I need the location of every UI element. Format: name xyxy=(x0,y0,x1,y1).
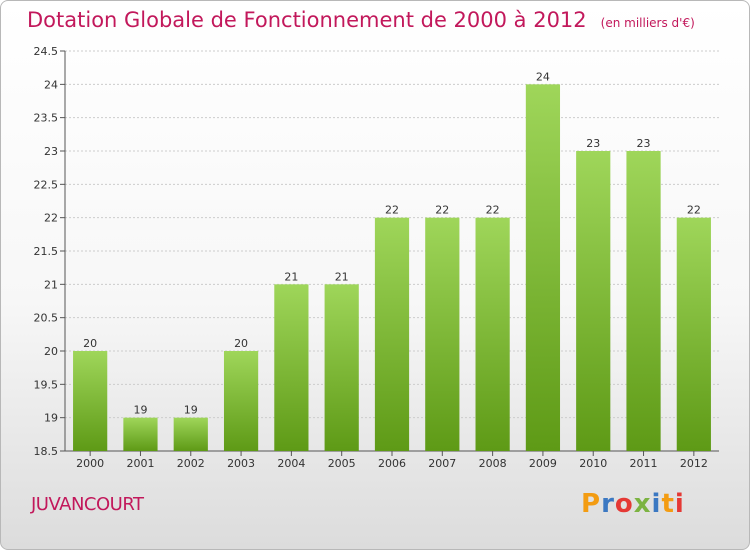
bar-value-label: 19 xyxy=(133,404,147,417)
brand-letter: r xyxy=(601,489,615,519)
brand-letter: t xyxy=(661,489,675,519)
x-tick-label: 2012 xyxy=(680,457,708,470)
x-tick-label: 2011 xyxy=(630,457,658,470)
brand-letter: P xyxy=(581,489,602,519)
y-tick-label: 22 xyxy=(44,212,58,225)
y-tick-label: 22.5 xyxy=(34,178,59,191)
bar xyxy=(525,84,561,451)
x-tick-label: 2004 xyxy=(277,457,305,470)
bar-value-label: 23 xyxy=(637,137,651,150)
x-tick-label: 2006 xyxy=(378,457,406,470)
x-tick-label: 2002 xyxy=(177,457,205,470)
y-tick-label: 21 xyxy=(44,278,58,291)
bar-value-label: 20 xyxy=(83,337,97,350)
bar xyxy=(676,217,711,451)
y-tick-label: 20.5 xyxy=(34,312,59,325)
y-tick-label: 19.5 xyxy=(34,378,59,391)
bar xyxy=(626,151,661,451)
x-tick-label: 2001 xyxy=(126,457,154,470)
x-tick-label: 2010 xyxy=(579,457,607,470)
y-tick-label: 20 xyxy=(44,345,58,358)
bar xyxy=(576,151,611,451)
bar-value-label: 20 xyxy=(234,337,248,350)
bar xyxy=(324,284,359,451)
bar-value-label: 21 xyxy=(335,270,349,283)
bar xyxy=(73,351,108,451)
y-tick-label: 18.5 xyxy=(34,445,59,458)
bar-value-label: 24 xyxy=(536,70,550,83)
y-tick-label: 21.5 xyxy=(34,245,59,258)
brand-letter: i xyxy=(651,489,662,519)
bar xyxy=(173,417,208,451)
bar-value-label: 19 xyxy=(184,404,198,417)
bar xyxy=(274,284,309,451)
y-tick-label: 24 xyxy=(44,78,58,91)
bar xyxy=(425,217,460,451)
bar-value-label: 22 xyxy=(486,204,500,217)
x-tick-label: 2000 xyxy=(76,457,104,470)
chart-unit-label: (en milliers d'€) xyxy=(600,16,695,30)
x-tick-label: 2003 xyxy=(227,457,255,470)
bar xyxy=(475,217,510,451)
brand-letter: i xyxy=(674,489,685,519)
y-tick-label: 23.5 xyxy=(34,112,59,125)
bar-value-label: 22 xyxy=(435,204,449,217)
y-tick-label: 24.5 xyxy=(34,45,59,58)
bar xyxy=(123,417,158,451)
brand-letter: x xyxy=(633,489,652,519)
chart-title: Dotation Globale de Fonctionnement de 20… xyxy=(27,8,695,32)
bar-value-label: 22 xyxy=(687,204,701,217)
x-tick-label: 2008 xyxy=(479,457,507,470)
x-tick-label: 2009 xyxy=(529,457,557,470)
y-tick-label: 19 xyxy=(44,412,58,425)
bar-value-label: 21 xyxy=(284,270,298,283)
bar-value-label: 23 xyxy=(586,137,600,150)
bar xyxy=(223,351,259,451)
commune-name: JUVANCOURT xyxy=(31,494,144,515)
x-tick-label: 2007 xyxy=(428,457,456,470)
y-tick-label: 23 xyxy=(44,145,58,158)
proxiti-logo: Proxiti xyxy=(581,489,685,519)
brand-letter: o xyxy=(614,489,634,519)
x-tick-label: 2005 xyxy=(328,457,356,470)
chart-title-text: Dotation Globale de Fonctionnement de 20… xyxy=(27,8,587,32)
bar xyxy=(374,217,410,451)
bar-value-label: 22 xyxy=(385,204,399,217)
